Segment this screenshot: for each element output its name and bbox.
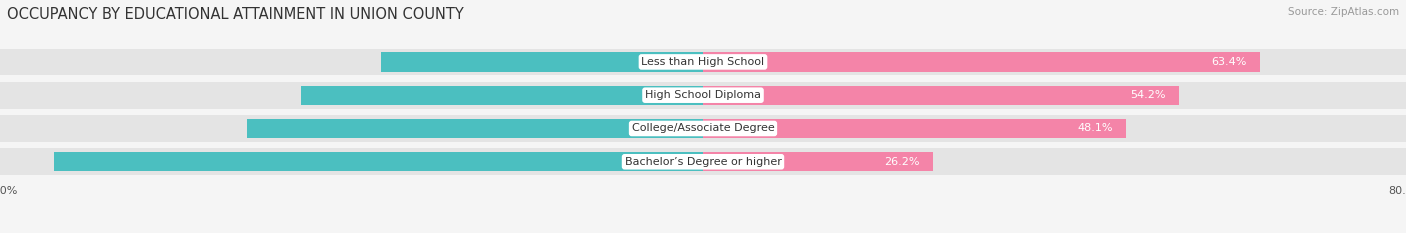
Text: 63.4%: 63.4%: [1212, 57, 1247, 67]
Bar: [0, 82, 1406, 109]
Bar: [247, 119, 703, 138]
Text: Bachelor’s Degree or higher: Bachelor’s Degree or higher: [624, 157, 782, 167]
Bar: [301, 86, 703, 105]
Bar: [703, 86, 1180, 105]
Text: College/Associate Degree: College/Associate Degree: [631, 123, 775, 134]
Text: 54.2%: 54.2%: [1130, 90, 1166, 100]
Bar: [0, 115, 1406, 142]
Bar: [381, 52, 703, 72]
Text: Source: ZipAtlas.com: Source: ZipAtlas.com: [1288, 7, 1399, 17]
Bar: [55, 152, 703, 171]
Bar: [0, 148, 1406, 175]
Text: Less than High School: Less than High School: [641, 57, 765, 67]
Text: 73.8%: 73.8%: [654, 157, 690, 167]
Text: OCCUPANCY BY EDUCATIONAL ATTAINMENT IN UNION COUNTY: OCCUPANCY BY EDUCATIONAL ATTAINMENT IN U…: [7, 7, 464, 22]
Text: 51.9%: 51.9%: [654, 123, 690, 134]
Text: 48.1%: 48.1%: [1077, 123, 1112, 134]
Bar: [703, 52, 1260, 72]
Text: 45.8%: 45.8%: [654, 90, 690, 100]
Bar: [703, 152, 934, 171]
Bar: [0, 49, 1406, 75]
Text: 36.6%: 36.6%: [655, 57, 690, 67]
Bar: [703, 119, 1126, 138]
Text: High School Diploma: High School Diploma: [645, 90, 761, 100]
Text: 26.2%: 26.2%: [884, 157, 920, 167]
